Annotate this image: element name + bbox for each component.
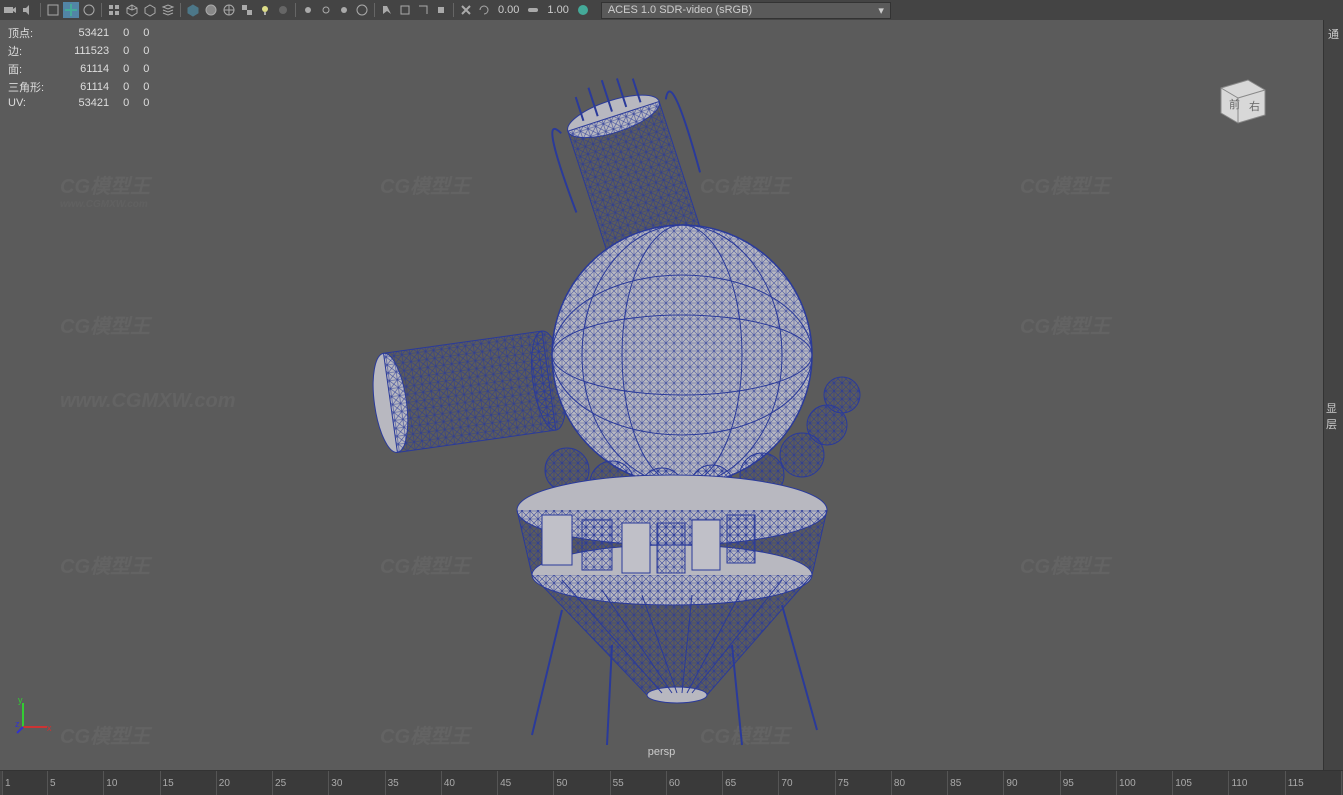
snap-icon[interactable] bbox=[397, 2, 413, 18]
timeline-tick: 20 bbox=[216, 771, 230, 795]
grid-icon[interactable] bbox=[106, 2, 122, 18]
timeline-tick: 10 bbox=[103, 771, 117, 795]
timeline-tick: 75 bbox=[835, 771, 849, 795]
viewcube[interactable]: 前 右 bbox=[1213, 70, 1273, 130]
right-panel-label1: 通 bbox=[1324, 26, 1343, 42]
timeline-tick: 40 bbox=[441, 771, 455, 795]
timeline-tick: 35 bbox=[385, 771, 399, 795]
snap2-icon[interactable] bbox=[415, 2, 431, 18]
timeline[interactable]: 1510152025303540455055606570758085909510… bbox=[0, 770, 1343, 795]
camera-label: persp bbox=[648, 746, 676, 758]
arrow-icon[interactable] bbox=[379, 2, 395, 18]
stats-row-tris: 三角形: 61114 0 0 bbox=[8, 78, 163, 96]
svg-text:z: z bbox=[15, 719, 20, 729]
timeline-tick: 70 bbox=[778, 771, 792, 795]
axis-gizmo: y x z bbox=[15, 695, 55, 735]
move-icon[interactable] bbox=[63, 2, 79, 18]
rotate-icon[interactable] bbox=[81, 2, 97, 18]
timeline-ruler[interactable]: 1510152025303540455055606570758085909510… bbox=[2, 771, 1341, 795]
snap3-icon[interactable] bbox=[433, 2, 449, 18]
stats-row-uvs: UV: 53421 0 0 bbox=[8, 96, 163, 110]
svg-text:x: x bbox=[47, 723, 52, 733]
color-management-dropdown[interactable]: ACES 1.0 SDR-video (sRGB) ▾ bbox=[601, 2, 891, 19]
timeline-tick: 80 bbox=[891, 771, 905, 795]
timeline-tick: 85 bbox=[947, 771, 961, 795]
timeline-tick: 105 bbox=[1172, 771, 1192, 795]
timeline-tick: 50 bbox=[553, 771, 567, 795]
svg-text:y: y bbox=[18, 695, 23, 705]
lightbulb-icon[interactable] bbox=[257, 2, 273, 18]
toggle-icon[interactable] bbox=[525, 2, 541, 18]
timeline-tick: 15 bbox=[160, 771, 174, 795]
stats-hud: 顶点: 53421 0 0 边: 111523 0 0 面: 61114 0 0… bbox=[8, 24, 163, 110]
timeline-tick: 65 bbox=[722, 771, 736, 795]
timeline-tick: 95 bbox=[1060, 771, 1074, 795]
color-circle-icon[interactable] bbox=[575, 2, 591, 18]
model-wireframe bbox=[312, 35, 1012, 755]
dot2-icon[interactable] bbox=[318, 2, 334, 18]
stats-row-edges: 边: 111523 0 0 bbox=[8, 42, 163, 60]
checker-icon[interactable] bbox=[239, 2, 255, 18]
watermark: CG模型王www.CGMXW.com bbox=[60, 170, 150, 210]
world-icon[interactable] bbox=[221, 2, 237, 18]
timeline-tick: 30 bbox=[328, 771, 342, 795]
dot1-icon[interactable] bbox=[300, 2, 316, 18]
cube2-icon[interactable] bbox=[142, 2, 158, 18]
timeline-tick: 1 bbox=[2, 771, 11, 795]
value1-label: 0.00 bbox=[494, 4, 523, 16]
timeline-tick: 5 bbox=[47, 771, 56, 795]
timeline-tick: 60 bbox=[666, 771, 680, 795]
watermark: CG模型王 bbox=[60, 550, 150, 579]
timeline-tick: 110 bbox=[1228, 771, 1247, 795]
watermark: CG模型王 bbox=[1020, 550, 1110, 579]
shadow-icon[interactable] bbox=[275, 2, 291, 18]
dot4-icon[interactable] bbox=[354, 2, 370, 18]
value2-label: 1.00 bbox=[543, 4, 572, 16]
watermark: www.CGMXW.com bbox=[60, 390, 236, 413]
timeline-tick: 55 bbox=[610, 771, 624, 795]
layers-icon[interactable] bbox=[160, 2, 176, 18]
speaker-icon[interactable] bbox=[20, 2, 36, 18]
right-panel: 通 显 层 bbox=[1323, 20, 1343, 770]
stats-row-faces: 面: 61114 0 0 bbox=[8, 60, 163, 78]
svg-text:右: 右 bbox=[1249, 99, 1260, 113]
watermark: CG模型王 bbox=[1020, 310, 1110, 339]
camera-icon[interactable] bbox=[2, 2, 18, 18]
watermark: CG模型王 bbox=[60, 720, 150, 749]
sphere-icon[interactable] bbox=[203, 2, 219, 18]
wireframe-shaded-icon[interactable] bbox=[185, 2, 201, 18]
stats-row-verts: 顶点: 53421 0 0 bbox=[8, 24, 163, 42]
timeline-tick: 90 bbox=[1003, 771, 1017, 795]
timeline-tick: 115 bbox=[1285, 771, 1304, 795]
dropdown-arrow-icon: ▾ bbox=[878, 4, 884, 17]
select-icon[interactable] bbox=[45, 2, 61, 18]
timeline-tick: 45 bbox=[497, 771, 511, 795]
aces-label: ACES 1.0 SDR-video (sRGB) bbox=[608, 4, 752, 16]
x-icon[interactable] bbox=[458, 2, 474, 18]
right-panel-label2: 显 层 bbox=[1326, 400, 1337, 432]
cube-icon[interactable] bbox=[124, 2, 140, 18]
main-toolbar: 0.00 1.00 ACES 1.0 SDR-video (sRGB) ▾ bbox=[0, 0, 1343, 20]
stats-table: 顶点: 53421 0 0 边: 111523 0 0 面: 61114 0 0… bbox=[8, 24, 163, 110]
viewport[interactable]: 顶点: 53421 0 0 边: 111523 0 0 面: 61114 0 0… bbox=[0, 20, 1323, 770]
timeline-tick: 100 bbox=[1116, 771, 1136, 795]
timeline-tick: 25 bbox=[272, 771, 286, 795]
dot3-icon[interactable] bbox=[336, 2, 352, 18]
watermark: CG模型王 bbox=[60, 310, 150, 339]
watermark: CG模型王 bbox=[1020, 170, 1110, 199]
refresh-icon[interactable] bbox=[476, 2, 492, 18]
svg-text:前: 前 bbox=[1229, 97, 1240, 111]
